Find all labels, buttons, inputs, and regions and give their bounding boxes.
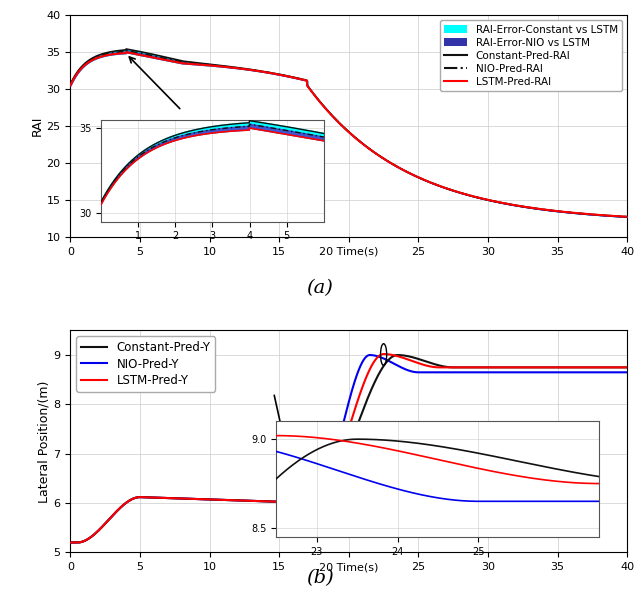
Constant-Pred-Y bbox=[300, 499, 308, 506]
LSTM-Pred-Y bbox=[623, 364, 631, 371]
Constant-Pred-Y bbox=[623, 364, 631, 371]
LSTM-Pred-Y bbox=[579, 364, 586, 371]
Constant-Pred-Y bbox=[67, 539, 74, 546]
Text: (b): (b) bbox=[306, 569, 334, 587]
Constant-Pred-Y bbox=[579, 364, 586, 371]
LSTM-Pred-Y bbox=[471, 364, 479, 371]
LSTM-Pred-Y bbox=[380, 350, 387, 358]
LSTM-Pred-Y bbox=[67, 539, 74, 546]
LSTM-Pred-Y bbox=[305, 499, 312, 506]
Constant-Pred-Y bbox=[394, 351, 401, 359]
Constant-Pred-Y bbox=[606, 364, 614, 371]
NIO-Pred-Y bbox=[623, 368, 631, 376]
Line: Constant-Pred-Y: Constant-Pred-Y bbox=[70, 355, 627, 543]
Legend: Constant-Pred-Y, NIO-Pred-Y, LSTM-Pred-Y: Constant-Pred-Y, NIO-Pred-Y, LSTM-Pred-Y bbox=[76, 336, 215, 392]
NIO-Pred-Y bbox=[471, 368, 479, 376]
NIO-Pred-Y bbox=[300, 499, 308, 506]
Constant-Pred-Y bbox=[471, 364, 479, 371]
NIO-Pred-Y bbox=[606, 368, 614, 376]
Constant-Pred-Y bbox=[331, 476, 339, 483]
NIO-Pred-Y bbox=[579, 368, 586, 376]
NIO-Pred-Y bbox=[331, 452, 339, 459]
Y-axis label: RAI: RAI bbox=[31, 116, 44, 137]
LSTM-Pred-Y bbox=[300, 499, 308, 506]
NIO-Pred-Y bbox=[67, 539, 74, 546]
Constant-Pred-Y bbox=[305, 499, 312, 506]
LSTM-Pred-Y bbox=[606, 364, 614, 371]
NIO-Pred-Y bbox=[305, 499, 312, 506]
LSTM-Pred-Y bbox=[331, 467, 339, 474]
Y-axis label: Lateral Position/(m): Lateral Position/(m) bbox=[38, 380, 51, 503]
NIO-Pred-Y bbox=[366, 351, 374, 359]
Legend: RAI-Error-Constant vs LSTM, RAI-Error-NIO vs LSTM, Constant-Pred-RAI, NIO-Pred-R: RAI-Error-Constant vs LSTM, RAI-Error-NI… bbox=[440, 21, 622, 91]
Line: NIO-Pred-Y: NIO-Pred-Y bbox=[70, 355, 627, 543]
Line: LSTM-Pred-Y: LSTM-Pred-Y bbox=[70, 354, 627, 543]
Text: (a): (a) bbox=[307, 279, 333, 297]
